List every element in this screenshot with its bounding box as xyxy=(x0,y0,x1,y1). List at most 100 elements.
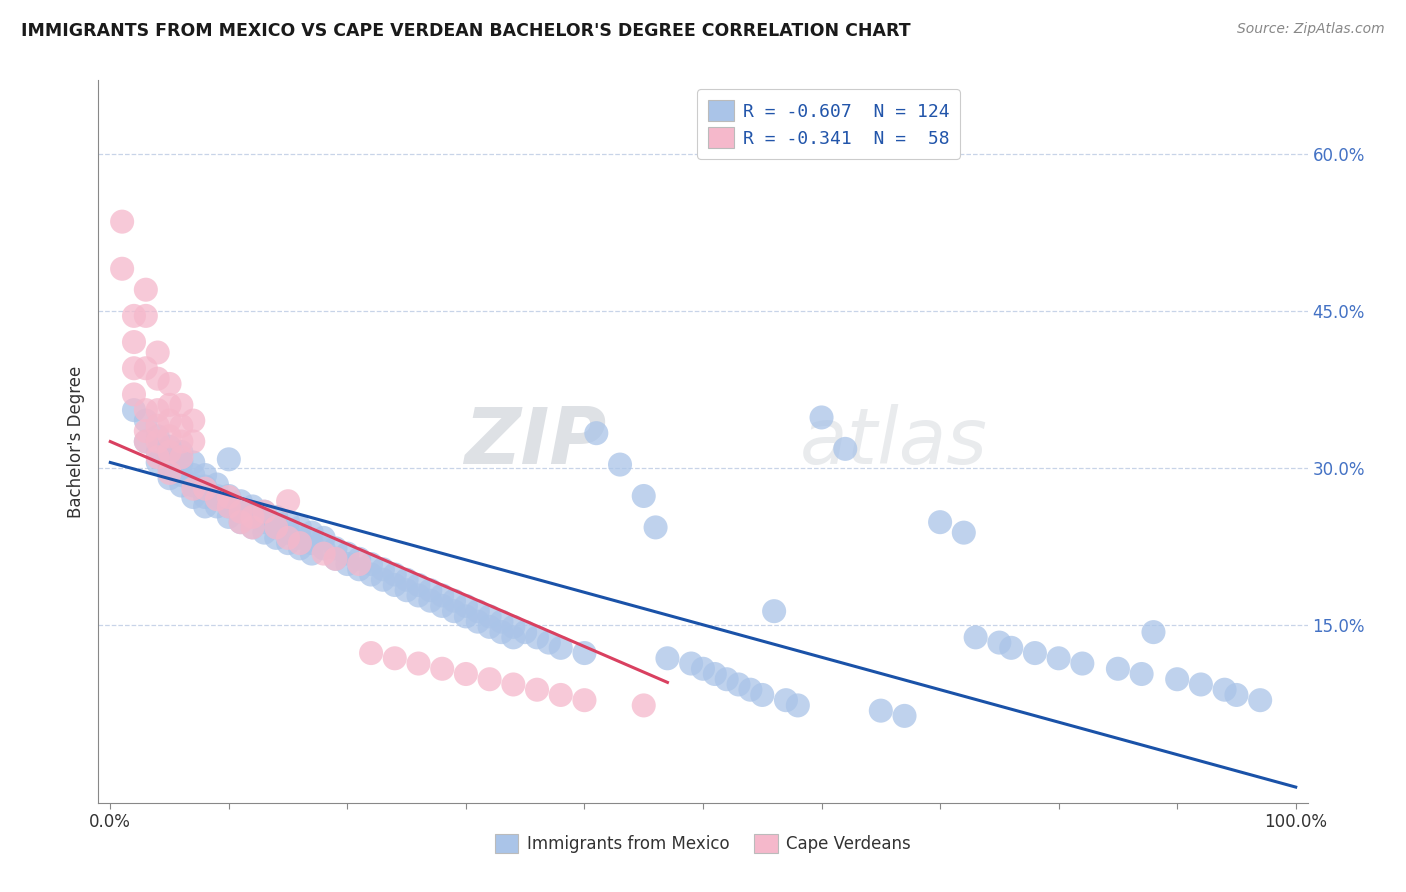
Point xyxy=(454,667,477,681)
Point xyxy=(194,482,217,496)
Point xyxy=(347,551,370,566)
Point xyxy=(159,471,181,485)
Point xyxy=(135,361,157,376)
Point xyxy=(122,309,145,323)
Point xyxy=(454,609,477,624)
Point xyxy=(408,657,430,671)
Point xyxy=(135,283,157,297)
Point xyxy=(325,551,347,566)
Point xyxy=(312,541,335,556)
Point xyxy=(301,547,323,561)
Point xyxy=(763,604,786,618)
Point xyxy=(146,434,169,449)
Point xyxy=(408,589,430,603)
Point xyxy=(159,440,181,454)
Point xyxy=(170,398,193,412)
Point xyxy=(194,500,217,514)
Point xyxy=(205,489,228,503)
Point xyxy=(347,562,370,576)
Point xyxy=(609,458,631,472)
Point xyxy=(786,698,808,713)
Point xyxy=(181,482,204,496)
Point xyxy=(229,505,252,519)
Point xyxy=(159,445,181,459)
Point xyxy=(574,693,596,707)
Point xyxy=(1189,677,1212,691)
Point xyxy=(1142,625,1164,640)
Point xyxy=(253,505,276,519)
Point xyxy=(218,490,240,504)
Point xyxy=(491,615,513,629)
Text: Source: ZipAtlas.com: Source: ZipAtlas.com xyxy=(1237,22,1385,37)
Point xyxy=(727,677,749,691)
Point xyxy=(692,662,714,676)
Point xyxy=(288,536,311,550)
Point xyxy=(371,562,394,576)
Point xyxy=(432,589,454,603)
Point xyxy=(515,625,537,640)
Point xyxy=(478,620,501,634)
Point xyxy=(657,651,679,665)
Point xyxy=(159,466,181,480)
Point xyxy=(550,688,572,702)
Point xyxy=(181,434,204,449)
Point xyxy=(681,657,703,671)
Point xyxy=(242,510,264,524)
Point xyxy=(159,398,181,412)
Point xyxy=(277,515,299,529)
Point xyxy=(360,557,382,571)
Point xyxy=(194,479,217,493)
Point xyxy=(146,429,169,443)
Point xyxy=(574,646,596,660)
Point xyxy=(526,631,548,645)
Point xyxy=(288,541,311,556)
Point xyxy=(181,478,204,492)
Point xyxy=(135,309,157,323)
Point xyxy=(277,494,299,508)
Point xyxy=(395,573,418,587)
Point xyxy=(1166,672,1188,686)
Point xyxy=(218,452,240,467)
Point xyxy=(181,455,204,469)
Point xyxy=(1130,667,1153,681)
Point xyxy=(122,387,145,401)
Point xyxy=(170,468,193,483)
Point xyxy=(159,376,181,391)
Point xyxy=(467,604,489,618)
Point xyxy=(229,515,252,529)
Point xyxy=(384,651,406,665)
Point xyxy=(325,551,347,566)
Y-axis label: Bachelor's Degree: Bachelor's Degree xyxy=(66,366,84,517)
Point xyxy=(443,593,465,607)
Point xyxy=(443,604,465,618)
Point xyxy=(644,520,666,534)
Point xyxy=(264,531,287,545)
Point xyxy=(205,477,228,491)
Point xyxy=(740,682,762,697)
Point xyxy=(965,631,987,645)
Point xyxy=(336,547,359,561)
Point xyxy=(253,515,276,529)
Point xyxy=(1213,682,1236,697)
Point xyxy=(229,505,252,519)
Point xyxy=(170,434,193,449)
Point xyxy=(253,525,276,540)
Point xyxy=(218,510,240,524)
Point xyxy=(159,450,181,465)
Point xyxy=(264,520,287,534)
Point xyxy=(170,455,193,469)
Point xyxy=(478,672,501,686)
Point xyxy=(703,667,725,681)
Point xyxy=(159,460,181,475)
Point xyxy=(419,593,441,607)
Point xyxy=(264,520,287,534)
Point xyxy=(929,515,952,529)
Point xyxy=(408,578,430,592)
Point xyxy=(395,583,418,598)
Point xyxy=(1071,657,1094,671)
Point xyxy=(288,520,311,534)
Point xyxy=(952,525,974,540)
Point xyxy=(526,682,548,697)
Point xyxy=(122,334,145,349)
Point xyxy=(146,455,169,469)
